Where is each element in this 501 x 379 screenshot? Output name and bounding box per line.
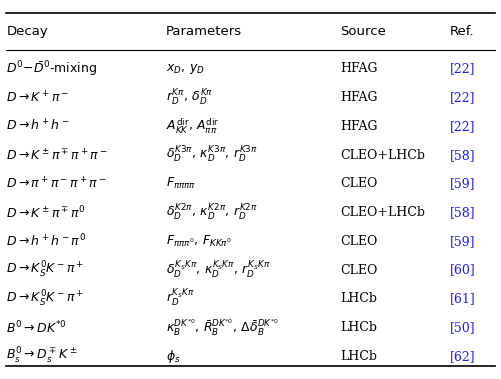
Text: Decay: Decay [7, 25, 48, 38]
Text: [58]: [58] [450, 149, 475, 162]
Text: $D \to K_S^0 K^-\pi^+$: $D \to K_S^0 K^-\pi^+$ [7, 260, 85, 280]
Text: HFAG: HFAG [340, 91, 378, 104]
Text: LHCb: LHCb [340, 292, 377, 305]
Text: [22]: [22] [450, 63, 475, 75]
Text: $B_s^0 \to D_s^\mp K^\pm$: $B_s^0 \to D_s^\mp K^\pm$ [7, 346, 78, 366]
Text: $r_D^{K\pi},\, \delta_D^{K\pi}$: $r_D^{K\pi},\, \delta_D^{K\pi}$ [166, 88, 213, 108]
Text: [59]: [59] [450, 177, 475, 190]
Text: [50]: [50] [450, 321, 475, 334]
Text: Ref.: Ref. [450, 25, 474, 38]
Text: CLEO: CLEO [340, 263, 378, 277]
Text: HFAG: HFAG [340, 63, 378, 75]
Text: [62]: [62] [450, 350, 475, 363]
Text: [22]: [22] [450, 120, 475, 133]
Text: [58]: [58] [450, 206, 475, 219]
Text: CLEO: CLEO [340, 235, 378, 248]
Text: $\delta_D^{K3\pi},\, \kappa_D^{K3\pi},\, r_D^{K3\pi}$: $\delta_D^{K3\pi},\, \kappa_D^{K3\pi},\,… [166, 145, 258, 165]
Text: $\kappa_B^{DK^{*0}},\, \bar{R}_B^{DK^{*0}},\, \Delta\bar{\delta}_B^{DK^{*0}}$: $\kappa_B^{DK^{*0}},\, \bar{R}_B^{DK^{*0… [166, 318, 279, 338]
Text: $D \to K_S^0 K^-\pi^+$: $D \to K_S^0 K^-\pi^+$ [7, 289, 85, 309]
Text: $D^0\!-\!\bar{D}^0$-mixing: $D^0\!-\!\bar{D}^0$-mixing [7, 60, 97, 78]
Text: Parameters: Parameters [166, 25, 242, 38]
Text: $\delta_D^{K2\pi},\, \kappa_D^{K2\pi},\, r_D^{K2\pi}$: $\delta_D^{K2\pi},\, \kappa_D^{K2\pi},\,… [166, 202, 258, 223]
Text: LHCb: LHCb [340, 321, 377, 334]
Text: $A_{KK}^{\rm dir},\, A_{\pi\pi}^{\rm dir}$: $A_{KK}^{\rm dir},\, A_{\pi\pi}^{\rm dir… [166, 117, 219, 136]
Text: $\delta_D^{K_S K\pi},\, \kappa_D^{K_S K\pi},\, r_D^{K_S K\pi}$: $\delta_D^{K_S K\pi},\, \kappa_D^{K_S K\… [166, 260, 271, 280]
Text: $F_{\pi\pi\pi^0},\, F_{KK\pi^0}$: $F_{\pi\pi\pi^0},\, F_{KK\pi^0}$ [166, 234, 232, 249]
Text: $F_{\pi\pi\pi\pi}$: $F_{\pi\pi\pi\pi}$ [166, 176, 196, 191]
Text: [59]: [59] [450, 235, 475, 248]
Text: CLEO+LHCb: CLEO+LHCb [340, 149, 425, 162]
Text: [61]: [61] [450, 292, 475, 305]
Text: $x_D,\, y_D$: $x_D,\, y_D$ [166, 62, 205, 76]
Text: $D \to h^+h^-$: $D \to h^+h^-$ [7, 119, 70, 134]
Text: $D \to \pi^+\pi^-\pi^+\pi^-$: $D \to \pi^+\pi^-\pi^+\pi^-$ [7, 176, 107, 191]
Text: $\phi_s$: $\phi_s$ [166, 348, 180, 365]
Text: $D \to K^\pm\pi^\mp\pi^+\pi^-$: $D \to K^\pm\pi^\mp\pi^+\pi^-$ [7, 147, 108, 163]
Text: $r_D^{K_S K\pi}$: $r_D^{K_S K\pi}$ [166, 288, 195, 309]
Text: HFAG: HFAG [340, 120, 378, 133]
Text: CLEO+LHCb: CLEO+LHCb [340, 206, 425, 219]
Text: [22]: [22] [450, 91, 475, 104]
Text: $D \to K^+\pi^-$: $D \to K^+\pi^-$ [7, 90, 70, 105]
Text: Source: Source [340, 25, 386, 38]
Text: $B^0 \to DK^{*0}$: $B^0 \to DK^{*0}$ [7, 319, 67, 336]
Text: [60]: [60] [450, 263, 475, 277]
Text: CLEO: CLEO [340, 177, 378, 190]
Text: $D \to K^\pm\pi^\mp\pi^0$: $D \to K^\pm\pi^\mp\pi^0$ [7, 204, 86, 221]
Text: $D \to h^+h^-\pi^0$: $D \to h^+h^-\pi^0$ [7, 233, 87, 250]
Text: LHCb: LHCb [340, 350, 377, 363]
